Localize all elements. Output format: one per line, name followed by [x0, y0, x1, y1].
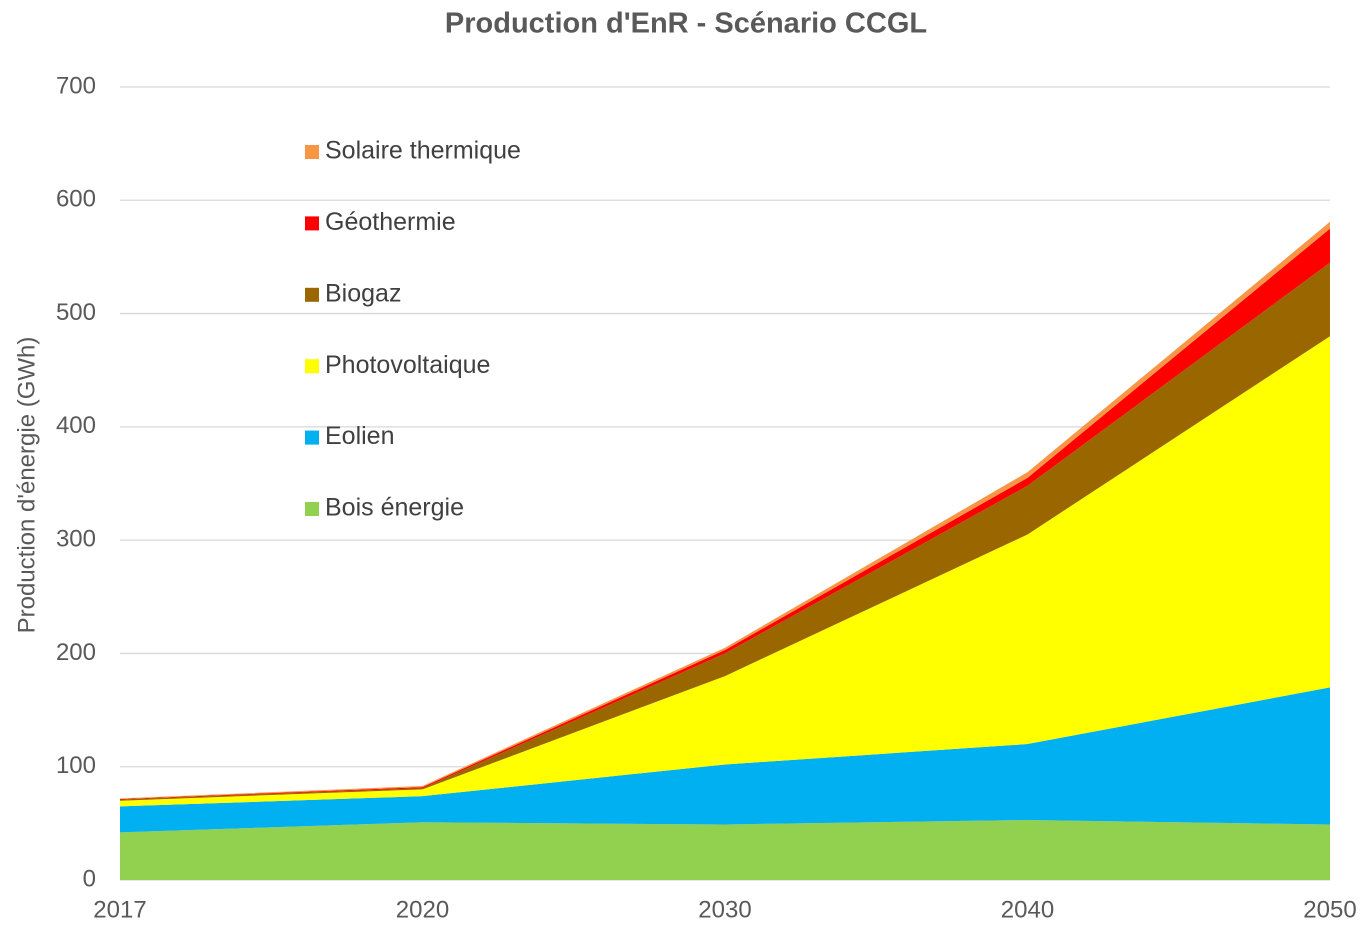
legend-label: Biogaz	[325, 279, 401, 307]
legend-label: Eolien	[325, 422, 395, 450]
legend-label: Bois énergie	[325, 494, 464, 522]
y-tick-label: 400	[56, 412, 96, 439]
y-tick-label: 100	[56, 752, 96, 779]
y-tick-label: 0	[83, 865, 96, 892]
x-tick-label: 2020	[396, 896, 449, 923]
y-tick-label: 300	[56, 525, 96, 552]
chart-title: Production d'EnR - Scénario CCGL	[445, 8, 927, 40]
x-tick-label: 2040	[1001, 896, 1054, 923]
y-tick-label: 700	[56, 72, 96, 99]
legend-label: Solaire thermique	[325, 137, 521, 165]
legend-label: Géothermie	[325, 208, 456, 236]
x-tick-label: 2030	[698, 896, 751, 923]
area	[120, 819, 1330, 880]
area	[120, 336, 1330, 807]
legend-swatch	[305, 216, 319, 231]
legend-swatch	[305, 145, 319, 159]
y-tick-label: 200	[56, 639, 96, 666]
legend-swatch	[305, 430, 319, 445]
x-tick-label: 2017	[93, 896, 146, 923]
legend-swatch	[305, 502, 319, 516]
legend-swatch	[305, 359, 319, 374]
y-tick-label: 600	[56, 186, 96, 213]
y-axis-label: Production d'énergie (GWh)	[13, 337, 40, 634]
legend-swatch	[305, 287, 319, 302]
x-tick-label: 2050	[1303, 896, 1356, 923]
y-tick-label: 500	[56, 299, 96, 326]
legend-label: Photovoltaique	[325, 351, 490, 379]
